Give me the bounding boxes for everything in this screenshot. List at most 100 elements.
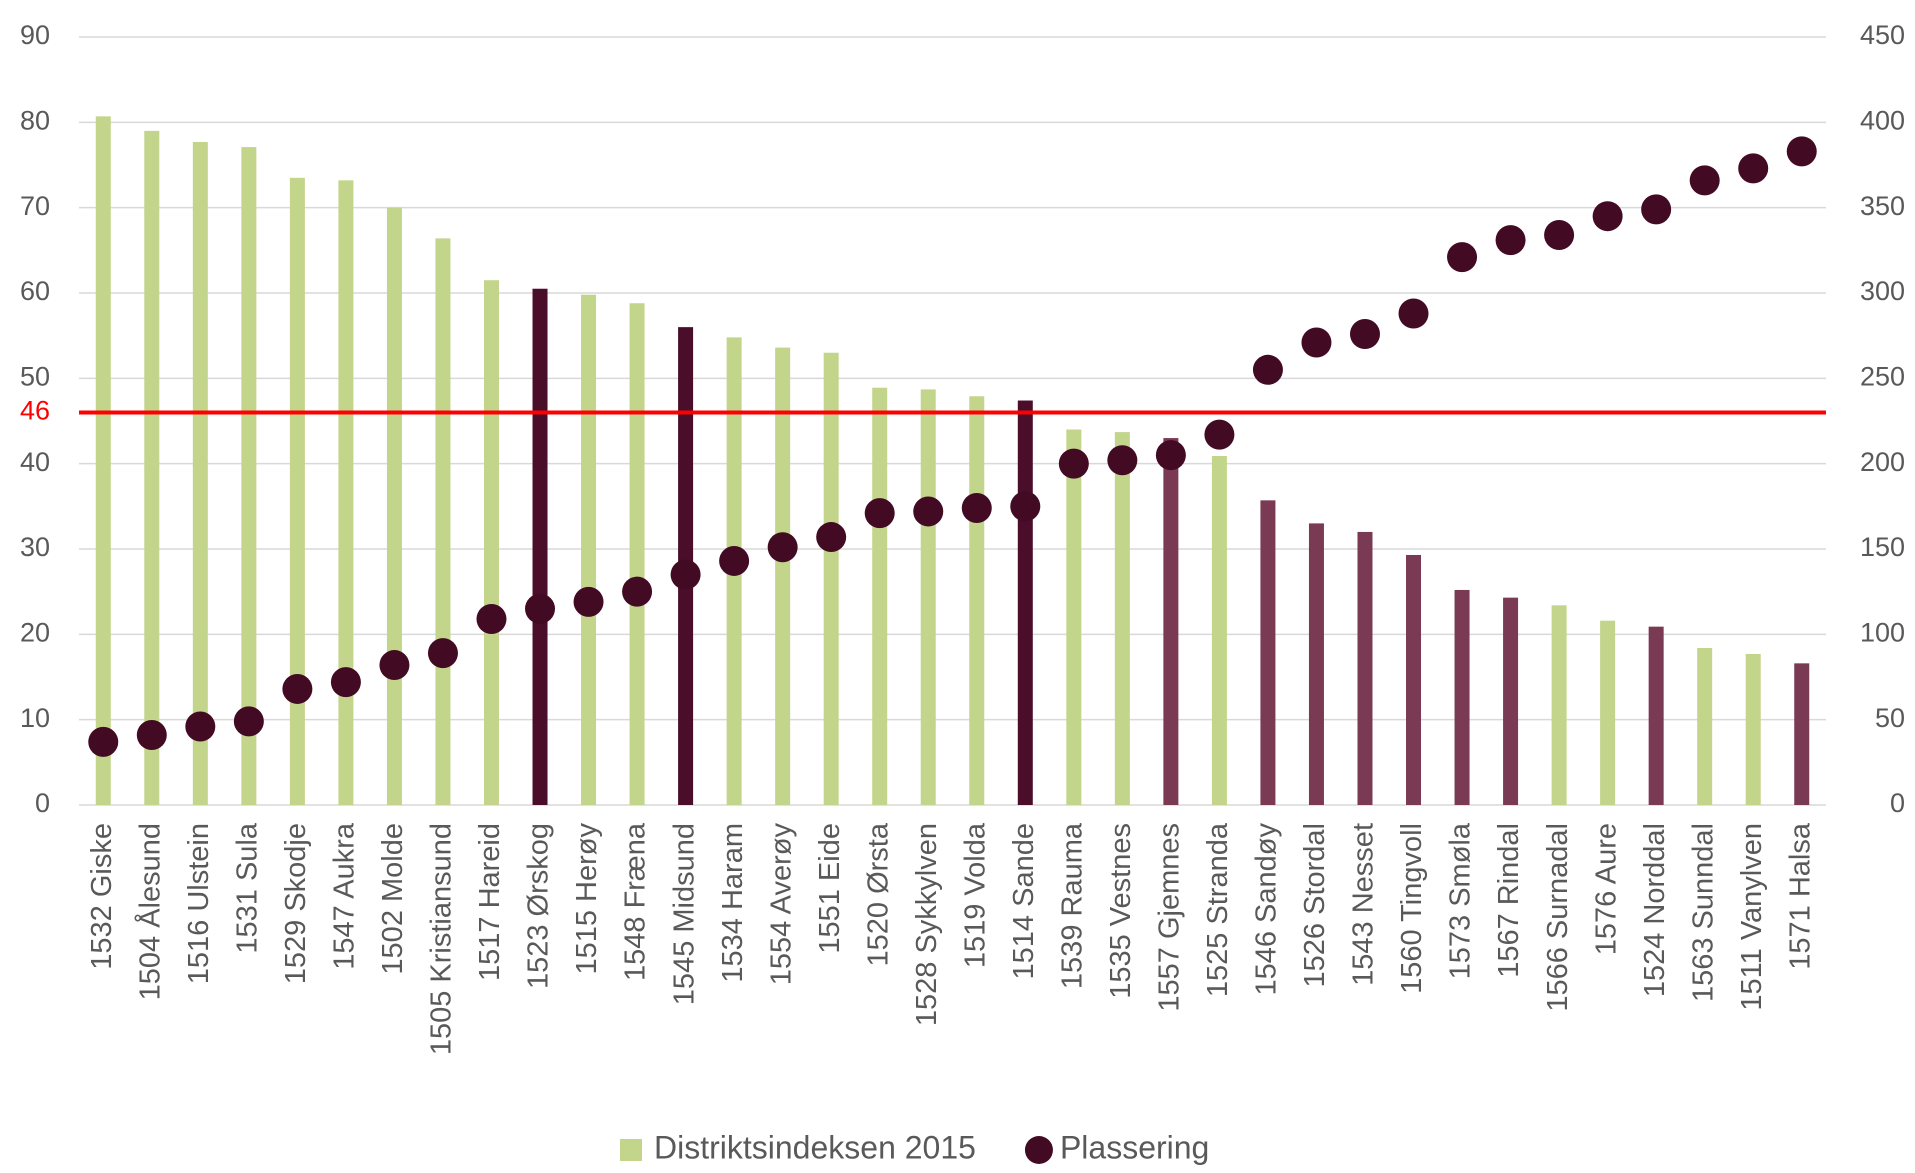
bar <box>920 389 936 805</box>
dot <box>282 673 313 704</box>
dot <box>1107 445 1138 476</box>
bar <box>1017 400 1033 805</box>
bar <box>1357 531 1373 805</box>
x-tick-label: 1528 Sykkylven <box>911 823 943 1026</box>
bar <box>1697 647 1713 805</box>
x-tick-label: 1523 Ørskog <box>523 823 555 989</box>
legend-label: Distriktsindeksen 2015 <box>654 1129 976 1165</box>
y-tick-label: 90 <box>20 20 50 50</box>
x-tick-label: 1563 Sunndal <box>1687 823 1719 1002</box>
bar <box>629 303 645 805</box>
dot <box>525 593 556 624</box>
bar <box>1260 500 1276 805</box>
x-tick-label: 1546 Sandøy <box>1251 823 1283 996</box>
x-tick-label: 1571 Halsa <box>1784 822 1816 970</box>
dot <box>185 711 216 742</box>
x-tick-label: 1566 Surnadal <box>1542 823 1574 1012</box>
x-tick-label: 1526 Stordal <box>1299 823 1331 987</box>
dot <box>427 638 458 669</box>
bar <box>532 288 548 805</box>
y-tick-label: 50 <box>20 361 50 391</box>
dot <box>330 667 361 698</box>
dot <box>379 650 410 681</box>
x-tick-label: 1543 Nesset <box>1348 823 1380 986</box>
bar <box>1211 455 1227 805</box>
dot <box>1641 194 1672 225</box>
dot <box>1204 419 1235 450</box>
bar <box>823 352 839 805</box>
x-tick-label: 1547 Aukra <box>329 822 361 970</box>
bar <box>95 116 111 806</box>
y-tick-label: 0 <box>35 788 50 818</box>
x-tick-label: 1576 Aure <box>1590 823 1622 955</box>
bar <box>483 280 499 805</box>
bar <box>192 141 208 805</box>
bar <box>1114 432 1130 805</box>
y2-tick-label: 350 <box>1860 191 1905 221</box>
dot <box>1495 225 1526 256</box>
bar <box>386 207 402 805</box>
x-tick-label: 1560 Tingvoll <box>1396 823 1428 994</box>
bar <box>1066 429 1082 805</box>
dot <box>573 586 604 617</box>
bar <box>1454 589 1470 805</box>
x-tick-label: 1573 Smøla <box>1445 822 1477 979</box>
y2-tick-label: 100 <box>1860 617 1905 647</box>
bar <box>775 347 791 805</box>
x-tick-label: 1535 Vestnes <box>1105 823 1137 999</box>
y-tick-label: 40 <box>20 447 50 477</box>
legend-swatch <box>1024 1136 1053 1164</box>
bar <box>969 396 985 805</box>
bar <box>1794 663 1810 805</box>
dot <box>1155 440 1186 471</box>
y2-tick-label: 150 <box>1860 532 1905 562</box>
x-tick-label: 1548 Fræna <box>620 822 652 981</box>
x-tick-label: 1524 Norddal <box>1639 823 1671 997</box>
bar <box>872 387 888 805</box>
x-tick-label: 1514 Sande <box>1008 823 1040 979</box>
y-tick-label: 70 <box>20 191 50 221</box>
x-tick-label: 1520 Ørsta <box>862 822 894 966</box>
bar <box>435 238 451 806</box>
bar <box>1308 523 1324 805</box>
x-tick-label: 1545 Midsund <box>668 823 700 1005</box>
bar <box>241 147 257 805</box>
dot <box>961 493 992 524</box>
dot <box>1398 298 1429 329</box>
reference-label: 46 <box>20 396 50 426</box>
dot <box>1592 201 1623 232</box>
bar <box>144 130 160 805</box>
bar <box>581 294 597 805</box>
x-tick-label: 1504 Ålesund <box>133 823 166 1000</box>
x-tick-label: 1525 Stranda <box>1202 822 1234 997</box>
y2-tick-label: 450 <box>1860 20 1905 50</box>
dot <box>1544 219 1575 250</box>
x-tick-label: 1551 Eide <box>814 823 846 954</box>
x-tick-label: 1516 Ulstein <box>183 823 215 984</box>
dot <box>1252 354 1283 385</box>
x-tick-label: 1529 Skodje <box>280 823 312 984</box>
x-tick-label: 1534 Haram <box>717 823 749 983</box>
legend-label: Plassering <box>1060 1129 1209 1165</box>
dot <box>136 720 167 751</box>
bar <box>1406 554 1422 805</box>
x-tick-label: 1505 Kristiansund <box>426 823 458 1055</box>
legend-swatch <box>620 1139 642 1161</box>
x-tick-label: 1531 Sula <box>232 822 264 953</box>
dot <box>767 532 798 563</box>
dot <box>719 545 750 576</box>
x-tick-label: 1539 Rauma <box>1056 822 1088 989</box>
dot <box>1301 327 1332 358</box>
bar <box>1163 438 1179 805</box>
dot <box>1786 136 1817 167</box>
dot <box>913 496 944 527</box>
y2-tick-label: 400 <box>1860 105 1905 135</box>
dot <box>1689 165 1720 196</box>
bar <box>338 180 354 806</box>
y2-tick-label: 50 <box>1875 703 1905 733</box>
y2-tick-label: 0 <box>1890 788 1905 818</box>
x-tick-label: 1515 Herøy <box>571 823 603 975</box>
dot <box>1738 153 1769 184</box>
y2-tick-label: 300 <box>1860 276 1905 306</box>
bar <box>1648 626 1664 805</box>
